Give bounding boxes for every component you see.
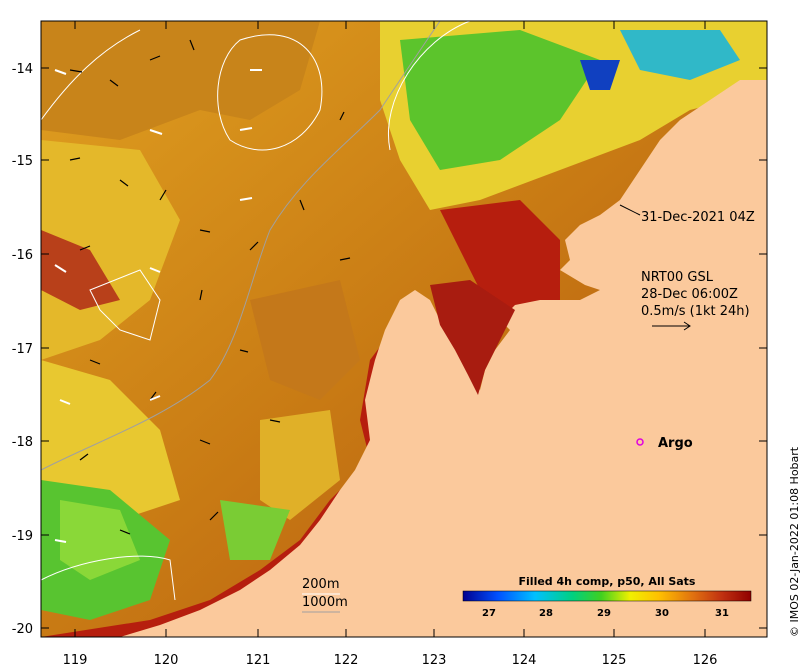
depth-contour-1000 xyxy=(40,20,441,471)
argo-label: Argo xyxy=(658,436,693,451)
map-frame xyxy=(40,20,768,638)
timestamp-label: 31-Dec-2021 04Z xyxy=(641,210,755,225)
lon-tick-label: 123 xyxy=(422,653,447,668)
colorbar-title: Filled 4h comp, p50, All Sats xyxy=(519,575,696,588)
lat-tick-label: -16 xyxy=(12,248,33,263)
argo-marker xyxy=(636,438,644,446)
current-time-label: 28-Dec 06:00Z xyxy=(641,287,738,302)
lat-tick-label: -19 xyxy=(12,529,33,544)
lat-tick-label: -15 xyxy=(12,154,33,169)
land-mass xyxy=(120,80,767,637)
lon-tick-label: 125 xyxy=(602,653,627,668)
colorbar-tick: 31 xyxy=(715,608,729,619)
colorbar-tick: 29 xyxy=(597,608,611,619)
lon-tick-label: 124 xyxy=(512,653,537,668)
contour-1000-label: 1000m xyxy=(302,595,348,610)
current-source-label: NRT00 GSL xyxy=(641,270,714,285)
lat-tick-label: -18 xyxy=(12,435,33,450)
lon-tick-label: 121 xyxy=(246,653,271,668)
credit-text: © IMOS 02-Jan-2022 01:08 Hobart xyxy=(788,446,801,637)
current-vectors-highlight xyxy=(54,69,262,543)
lon-tick-label: 122 xyxy=(334,653,359,668)
colorbar xyxy=(462,590,752,602)
longitude-ticks xyxy=(74,21,706,637)
lat-tick-label: -14 xyxy=(12,62,33,77)
lon-tick-label: 120 xyxy=(154,653,179,668)
contour-200-label: 200m xyxy=(302,577,339,592)
colorbar-tick: 30 xyxy=(655,608,669,619)
lat-tick-label: -20 xyxy=(12,622,33,637)
lat-tick-label: -17 xyxy=(12,342,33,357)
timestamp-pointer xyxy=(619,204,641,216)
latitude-ticks xyxy=(41,67,767,629)
lon-tick-label: 119 xyxy=(63,653,88,668)
sst-field xyxy=(41,21,767,620)
lon-tick-label: 126 xyxy=(693,653,718,668)
gulf-warm-area xyxy=(430,280,515,395)
colorbar-tick: 28 xyxy=(539,608,553,619)
current-scale-label: 0.5m/s (1kt 24h) xyxy=(641,304,750,319)
current-scale-arrow xyxy=(652,321,691,331)
colorbar-tick: 27 xyxy=(482,608,496,619)
bathymetry-contours xyxy=(40,20,471,601)
